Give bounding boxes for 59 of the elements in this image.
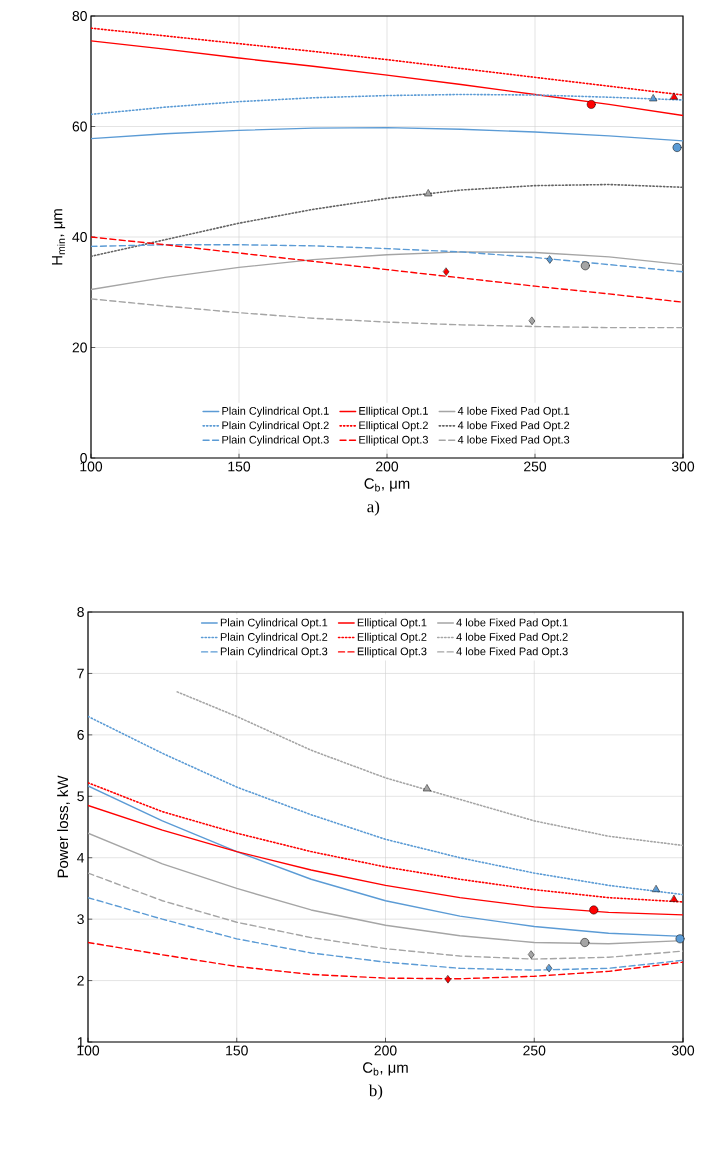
line-series — [91, 298, 684, 329]
line-series — [88, 872, 684, 960]
legend-label: Plain Cylindrical Opt.1 — [222, 406, 329, 417]
text: a) — [367, 500, 380, 516]
y-tick-label: 60 — [72, 121, 87, 132]
legend-label: Elliptical Opt.1 — [357, 618, 427, 629]
y-tick-label: 4 — [77, 852, 85, 863]
line-series — [88, 896, 684, 971]
legend-label: Plain Cylindrical Opt.2 — [220, 632, 328, 643]
line-series — [91, 244, 684, 273]
y-axis-title: Power loss, kW — [57, 775, 70, 878]
x-tick-label: 300 — [671, 1045, 695, 1056]
x-tick-label: 200 — [374, 1045, 397, 1056]
line-series — [88, 715, 684, 896]
x-axis-title: C$_{b}$, μm — [363, 1062, 408, 1076]
x-tick-label: 150 — [226, 1045, 248, 1056]
x-tick-label: 100 — [77, 1045, 100, 1056]
x-axis-title: C$_{b}$, μm — [364, 478, 410, 492]
line-series — [91, 40, 684, 117]
y-tick-label: 8 — [77, 607, 84, 617]
y-axis-title: H$_{min}$, μm — [51, 209, 66, 265]
y-tick-label: 40 — [72, 232, 87, 242]
line-series — [88, 781, 684, 903]
line-series — [88, 804, 684, 916]
legend-label: Elliptical Opt.2 — [357, 632, 427, 643]
x-tick-label: 150 — [228, 461, 251, 472]
legend-label: Elliptical Opt.3 — [359, 435, 428, 446]
x-tick-label: 250 — [524, 461, 547, 472]
legend-label: Plain Cylindrical Opt.3 — [222, 435, 329, 446]
y-tick-label: 7 — [77, 668, 84, 679]
legend-label: Elliptical Opt.2 — [359, 421, 428, 432]
legend-label: Plain Cylindrical Opt.3 — [220, 647, 328, 658]
legend-label: Plain Cylindrical Opt.2 — [222, 421, 329, 432]
legend-label: 4 lobe Fixed Pad Opt.2 — [457, 421, 570, 432]
legend-label: 4 lobe Fixed Pad Opt.1 — [457, 406, 570, 417]
x-tick-label: 250 — [523, 1045, 546, 1056]
x-tick-label: 200 — [376, 461, 399, 472]
line-series — [91, 251, 684, 291]
y-tick-label: 0 — [80, 453, 87, 463]
line-series — [88, 941, 684, 980]
line-series — [91, 236, 684, 303]
y-tick-label: 5 — [77, 791, 84, 802]
y-tick-label: 6 — [77, 729, 84, 740]
legend-label: Elliptical Opt.3 — [357, 647, 427, 658]
x-tick-label: 100 — [80, 461, 103, 472]
x-tick-label: 300 — [671, 461, 695, 472]
legend-label: 4 lobe Fixed Pad Opt.2 — [456, 632, 568, 643]
text: b) — [368, 1084, 383, 1100]
legend-label: 4 lobe Fixed Pad Opt.1 — [456, 618, 568, 629]
y-tick-label: 2 — [77, 975, 84, 986]
legend-label: Plain Cylindrical Opt.1 — [220, 618, 328, 629]
line-series — [91, 93, 684, 116]
y-tick-label: 3 — [77, 914, 84, 925]
legend-label: Elliptical Opt.1 — [359, 406, 428, 417]
legend-label: 4 lobe Fixed Pad Opt.3 — [457, 435, 570, 446]
y-tick-label: 20 — [72, 342, 87, 353]
y-tick-label: 80 — [72, 11, 87, 21]
legend-label: 4 lobe Fixed Pad Opt.3 — [456, 647, 568, 658]
line-series — [91, 183, 684, 258]
